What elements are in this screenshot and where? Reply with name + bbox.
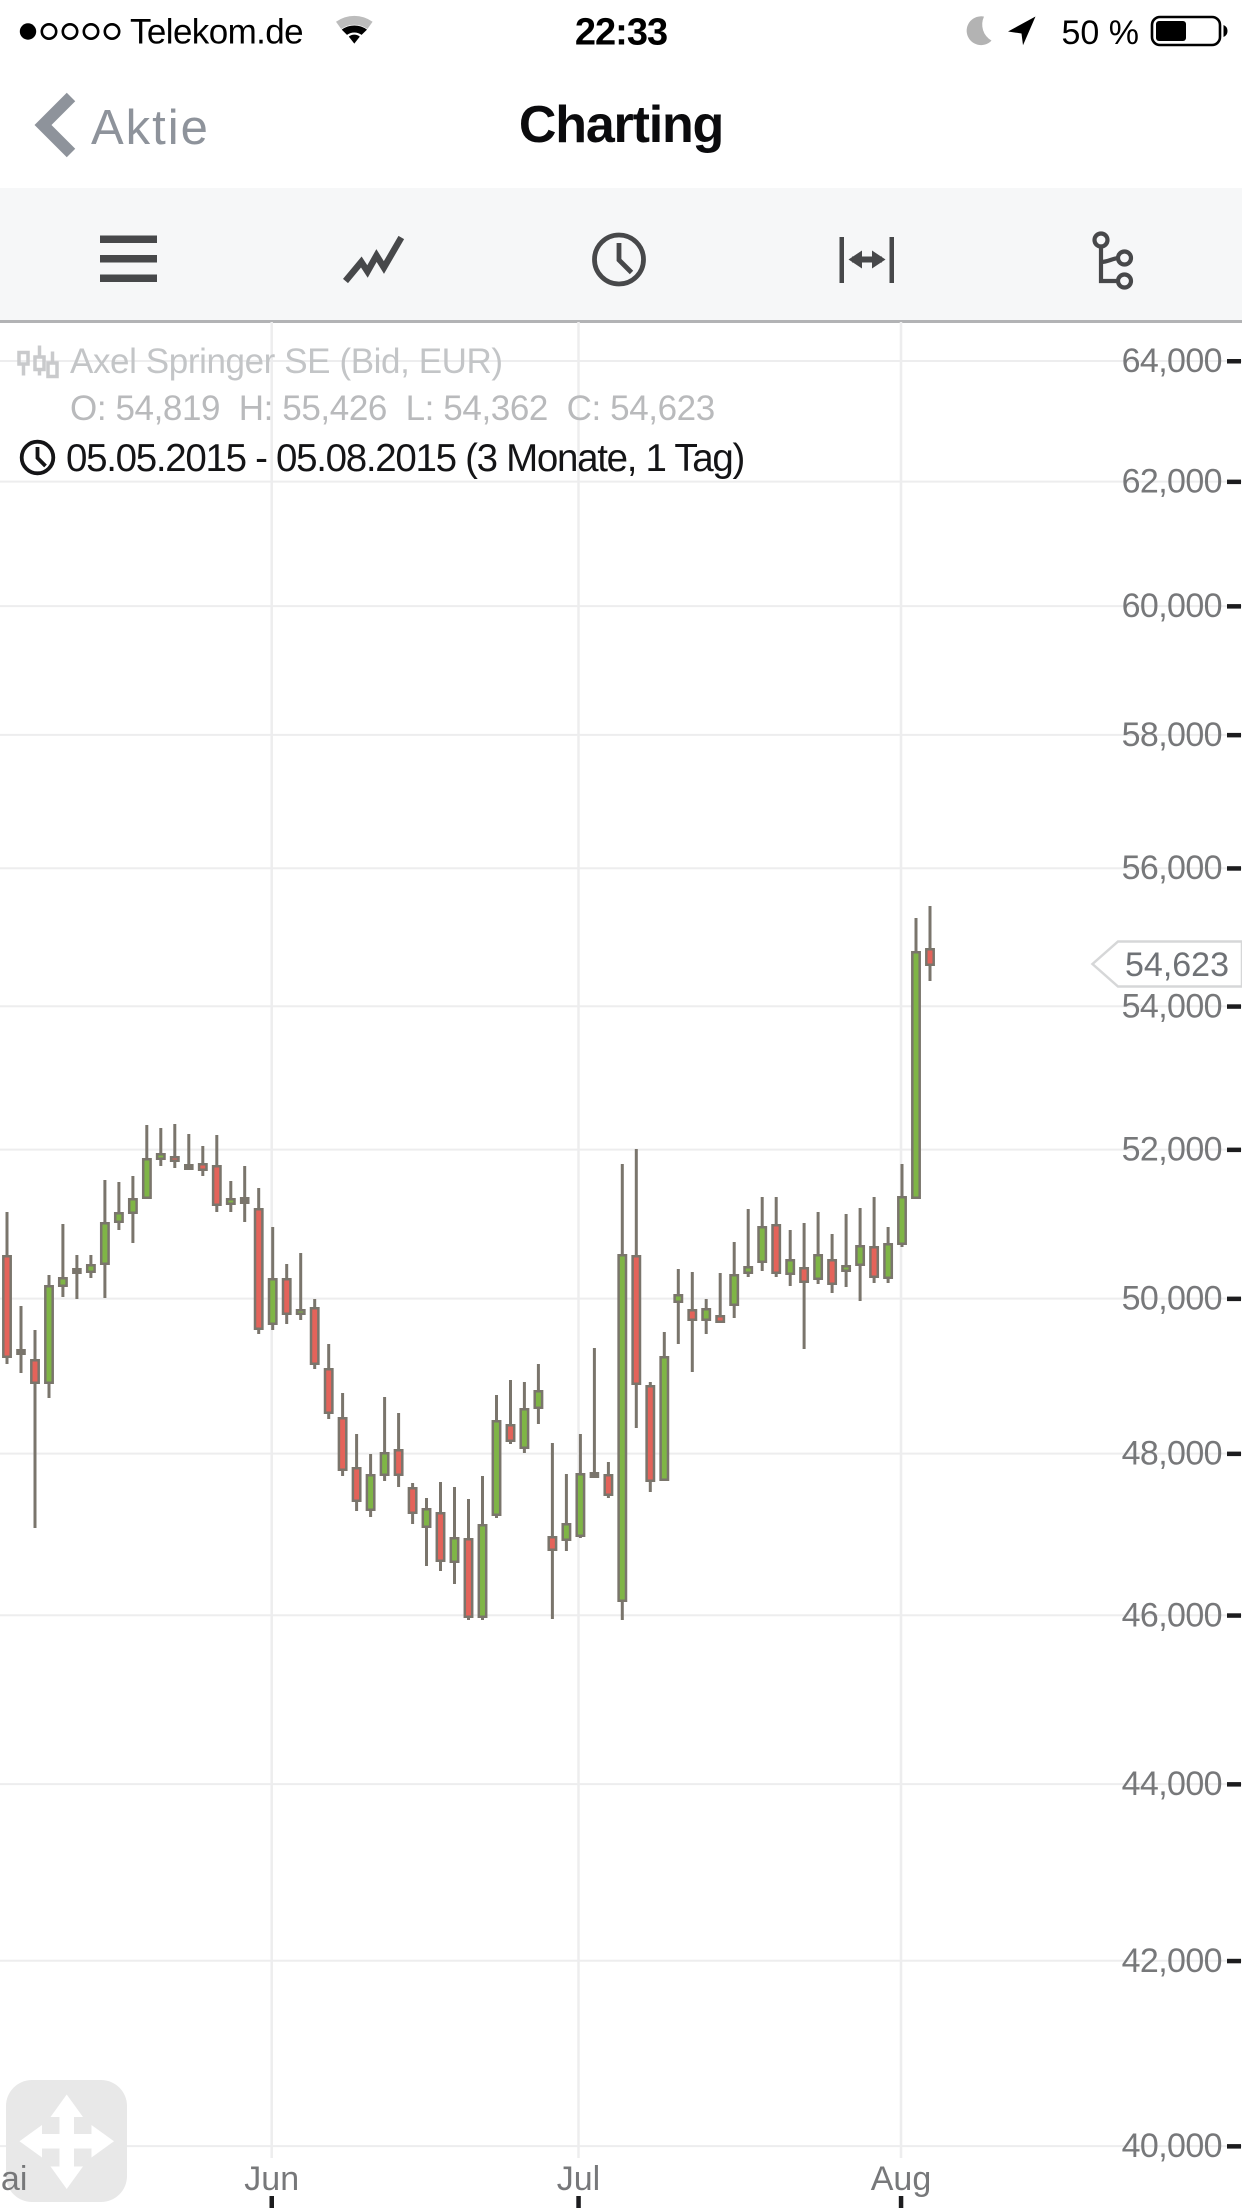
svg-text:Mai: Mai [0, 2160, 27, 2198]
svg-text:42,000: 42,000 [1122, 1942, 1222, 1980]
svg-text:62,000: 62,000 [1122, 463, 1222, 501]
svg-text:54,000: 54,000 [1122, 987, 1222, 1025]
svg-text:46,000: 46,000 [1122, 1596, 1222, 1634]
svg-text:58,000: 58,000 [1122, 716, 1222, 754]
svg-text:Aug: Aug [871, 2160, 932, 2198]
svg-text:O: 54,819 H: 55,426 L: 54,36: O: 54,819 H: 55,426 L: 54,362 C: 54,623 [70, 389, 715, 428]
svg-text:22:33: 22:33 [575, 12, 667, 54]
svg-text:Aktie: Aktie [91, 101, 210, 155]
svg-text:50 %: 50 % [1062, 14, 1140, 52]
svg-text:54,623: 54,623 [1125, 946, 1229, 984]
svg-text:56,000: 56,000 [1122, 849, 1222, 887]
svg-text:60,000: 60,000 [1122, 587, 1222, 625]
svg-text:Charting: Charting [519, 96, 723, 154]
svg-text:Telekom.de: Telekom.de [130, 13, 303, 52]
svg-text:Jul: Jul [557, 2160, 600, 2198]
svg-text:48,000: 48,000 [1122, 1435, 1222, 1473]
svg-text:64,000: 64,000 [1122, 342, 1222, 380]
svg-text:05.05.2015 - 05.08.2015 (3 Mon: 05.05.2015 - 05.08.2015 (3 Monate, 1 Tag… [66, 437, 744, 480]
svg-text:52,000: 52,000 [1122, 1131, 1222, 1169]
svg-text:40,000: 40,000 [1122, 2127, 1222, 2165]
svg-text:Jun: Jun [244, 2160, 299, 2198]
svg-text:50,000: 50,000 [1122, 1280, 1222, 1318]
svg-text:Axel Springer SE (Bid, EUR): Axel Springer SE (Bid, EUR) [70, 342, 503, 381]
svg-text:44,000: 44,000 [1122, 1765, 1222, 1803]
